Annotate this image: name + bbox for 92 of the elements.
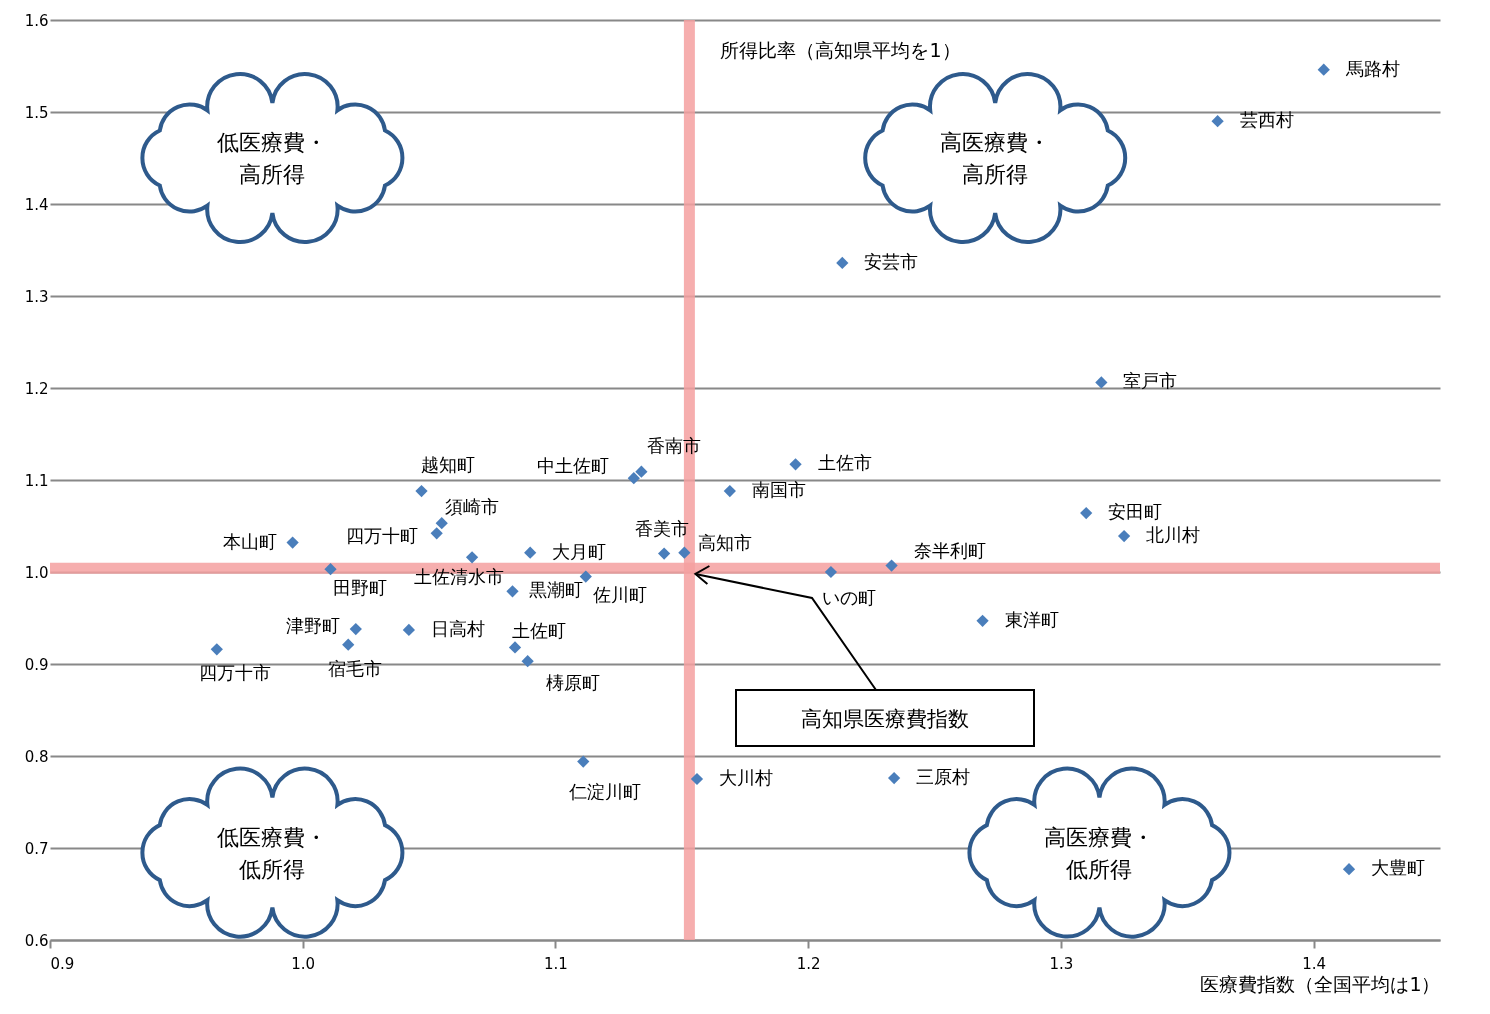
y-tick-label: 1.3 (24, 287, 49, 306)
annotation: 北川村 (1146, 524, 1201, 546)
point (1117, 530, 1131, 543)
annotation: 土佐市 (817, 452, 872, 474)
point (789, 458, 802, 471)
point (678, 546, 691, 559)
annotation: 日高村 (430, 617, 485, 639)
annotation: 梼原町 (545, 672, 600, 694)
annotation: 大月町 (552, 540, 607, 562)
annotation: 田野町 (332, 577, 387, 599)
point (415, 484, 428, 498)
annotation: 大川村 (718, 767, 773, 788)
annotation: 高知市 (698, 531, 753, 553)
y-tick-label: 1.2 (24, 379, 49, 398)
point (824, 565, 838, 579)
point (1317, 63, 1330, 76)
point (635, 465, 648, 478)
x-tick-label: 0.9 (50, 954, 75, 973)
point (627, 472, 640, 485)
x-axis-title: 医療費指数（全国平均は1） (1200, 972, 1441, 995)
annotation: 室戸市 (1123, 370, 1178, 392)
annotation: 芸西村 (1239, 109, 1294, 131)
point (342, 638, 355, 651)
ref-line-label: 高知県医療費指数 (801, 707, 969, 731)
annotation: 土佐清水市 (414, 566, 505, 588)
y-tick-label: 0.9 (24, 655, 49, 674)
point (836, 256, 849, 269)
point (1211, 115, 1224, 128)
annotation: 宿毛市 (328, 657, 383, 679)
point (402, 623, 415, 637)
annotation: 四万十町 (345, 525, 418, 547)
annotation: 黒潮町 (529, 579, 584, 601)
y-tick-label: 0.6 (24, 931, 49, 950)
x-tick-label: 1.1 (544, 954, 568, 973)
point (1342, 863, 1356, 876)
point (579, 570, 592, 583)
annotation: 大豊町 (1371, 857, 1426, 879)
point (210, 643, 223, 656)
annotation: いの町 (821, 587, 876, 608)
point (286, 536, 299, 549)
annotation: 南国市 (751, 479, 806, 501)
annotation: 津野町 (285, 615, 340, 637)
annotation: 高医療費・低所得 (1044, 824, 1155, 882)
point (885, 559, 898, 572)
point (430, 527, 443, 540)
point (465, 551, 479, 564)
annotation: 安芸市 (864, 250, 919, 272)
point (524, 546, 537, 559)
point (1080, 507, 1093, 520)
annotation: 須崎市 (444, 496, 499, 518)
point (1095, 376, 1108, 389)
x-tick-label: 1.4 (1302, 954, 1327, 973)
annotation: 越知町 (420, 454, 475, 476)
y-tick-label: 1.5 (24, 103, 49, 122)
annotation: 香美市 (635, 517, 690, 539)
annotation: 奈半利町 (913, 539, 986, 561)
y-tick-label: 1.1 (24, 471, 49, 490)
annotation: 高医療費・高所得 (940, 130, 1051, 187)
x-tick-label: 1.0 (291, 954, 316, 973)
x-tick-label: 1.2 (796, 954, 821, 973)
annotation: 仁淀川町 (568, 780, 642, 802)
y-tick-label: 1.0 (24, 563, 49, 582)
point (435, 517, 448, 530)
point (508, 641, 522, 654)
point (521, 655, 534, 668)
annotation: 低医療費・高所得 (217, 130, 328, 187)
y-axis-title: 所得比率（高知県平均を1） (720, 38, 961, 61)
y-tick-label: 1.6 (24, 11, 49, 30)
y-tick-label: 1.4 (24, 195, 49, 214)
point (506, 585, 519, 598)
annotation: 三原村 (916, 766, 971, 788)
point (976, 614, 989, 627)
point (349, 622, 362, 636)
annotation: 馬路村 (1344, 57, 1400, 79)
y-tick-label: 0.8 (24, 747, 49, 766)
point (324, 563, 337, 576)
x-tick-label: 1.3 (1049, 954, 1074, 973)
annotation: 香南市 (647, 434, 702, 456)
point (658, 547, 671, 560)
annotation: 四万十市 (198, 662, 271, 684)
point (887, 771, 901, 785)
point (577, 755, 590, 768)
y-tick-label: 0.7 (24, 839, 49, 858)
point (723, 484, 736, 498)
annotation: 中土佐町 (536, 455, 609, 477)
annotation: 安田町 (1108, 501, 1163, 523)
annotation: 東洋町 (1004, 608, 1059, 630)
annotation: 佐川町 (592, 583, 647, 605)
annotation: 土佐町 (512, 620, 567, 642)
point (690, 772, 704, 786)
annotation: 低医療費・低所得 (217, 824, 328, 882)
annotation: 本山町 (222, 530, 277, 552)
